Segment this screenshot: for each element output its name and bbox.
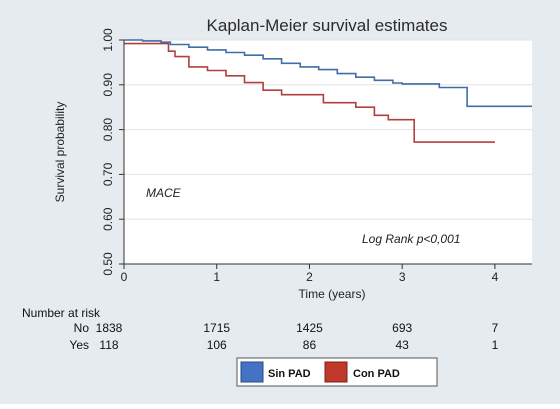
- y-axis-title: Survival probability: [53, 102, 67, 203]
- x-tick-label: 1: [213, 270, 220, 284]
- legend-label-con-pad: Con PAD: [353, 368, 400, 380]
- risk-value: 118: [99, 338, 118, 352]
- risk-table-header: Number at risk: [22, 306, 101, 320]
- series-line-sin-pad: [124, 39, 532, 108]
- risk-value: 1425: [296, 321, 323, 335]
- risk-value: 106: [207, 338, 227, 352]
- risk-value: 7: [492, 321, 499, 335]
- plot-area: [124, 40, 532, 264]
- x-axis-title: Time (years): [299, 287, 366, 301]
- y-tick-label: 0.80: [101, 118, 115, 142]
- x-ticks: 0 1 2 3 4: [121, 264, 499, 284]
- risk-values: 1838 1715 1425 693 7 118 106 86 43 1: [96, 321, 499, 352]
- series-layer: [124, 39, 532, 143]
- y-tick-label: 0.50: [101, 252, 115, 276]
- y-tick-label: 0.70: [101, 162, 115, 186]
- risk-value: 1: [492, 338, 499, 352]
- risk-value: 43: [396, 338, 410, 352]
- series-line-con-pad: [124, 42, 495, 143]
- x-tick-label: 0: [121, 270, 128, 284]
- x-tick-label: 3: [399, 270, 406, 284]
- risk-value: 1838: [96, 321, 123, 335]
- risk-value: 1715: [203, 321, 230, 335]
- risk-row-label-yes: Yes: [69, 338, 89, 352]
- legend-label-sin-pad: Sin PAD: [268, 368, 311, 380]
- y-tick-label: 0.60: [101, 207, 115, 231]
- y-tick-label: 0.90: [101, 73, 115, 97]
- x-tick-label: 2: [306, 270, 313, 284]
- mace-annotation: MACE: [146, 186, 182, 200]
- y-ticks: 0.50 0.60 0.70 0.80 0.90 1.00: [101, 28, 124, 276]
- x-tick-label: 4: [492, 270, 499, 284]
- risk-value: 86: [303, 338, 317, 352]
- risk-value: 693: [392, 321, 412, 335]
- log-rank-annotation: Log Rank p<0,001: [362, 232, 460, 246]
- risk-row-label-no: No: [74, 321, 90, 335]
- legend-swatch-con-pad: [324, 361, 348, 383]
- y-tick-label: 1.00: [101, 28, 115, 52]
- chart-title: Kaplan-Meier survival estimates: [207, 16, 448, 35]
- legend-swatch-sin-pad: [240, 361, 264, 383]
